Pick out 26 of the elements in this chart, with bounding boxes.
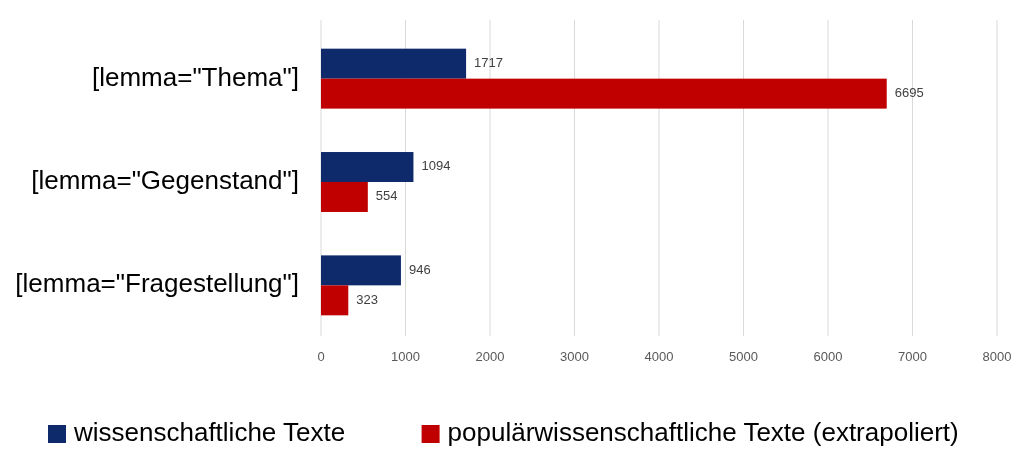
bar: [321, 48, 467, 79]
y-tick-label: [lemma="Gegenstand"]: [31, 164, 299, 195]
bar: [321, 152, 414, 182]
data-label: 1094: [421, 158, 451, 174]
x-tick-label: 6000: [813, 349, 843, 364]
data-label: 946: [408, 261, 431, 277]
y-tick-label: [lemma="Fragestellung"]: [15, 268, 299, 299]
legend-label: wissenschaftliche Texte: [73, 416, 346, 447]
bar: [321, 285, 349, 316]
x-tick-label: 2000: [475, 349, 505, 364]
x-tick-label: 0: [317, 349, 325, 364]
x-tick-label: 4000: [644, 349, 674, 364]
x-tick-label: 1000: [391, 349, 420, 364]
y-tick-label: [lemma="Thema"]: [91, 61, 299, 92]
x-tick-label: 5000: [729, 349, 758, 364]
bar: [321, 78, 887, 109]
legend-label: populärwissenschaftliche Texte (extrapoliert): [447, 416, 959, 447]
x-tick-label: 8000: [982, 349, 1012, 364]
data-label: 554: [375, 188, 398, 204]
bar: [321, 255, 401, 286]
bar: [321, 182, 368, 212]
data-label: 1717: [474, 55, 504, 71]
x-tick-label: 7000: [898, 349, 927, 364]
data-label: 6695: [894, 85, 924, 101]
x-tick-label: 3000: [560, 349, 589, 364]
data-label: 323: [356, 291, 378, 307]
